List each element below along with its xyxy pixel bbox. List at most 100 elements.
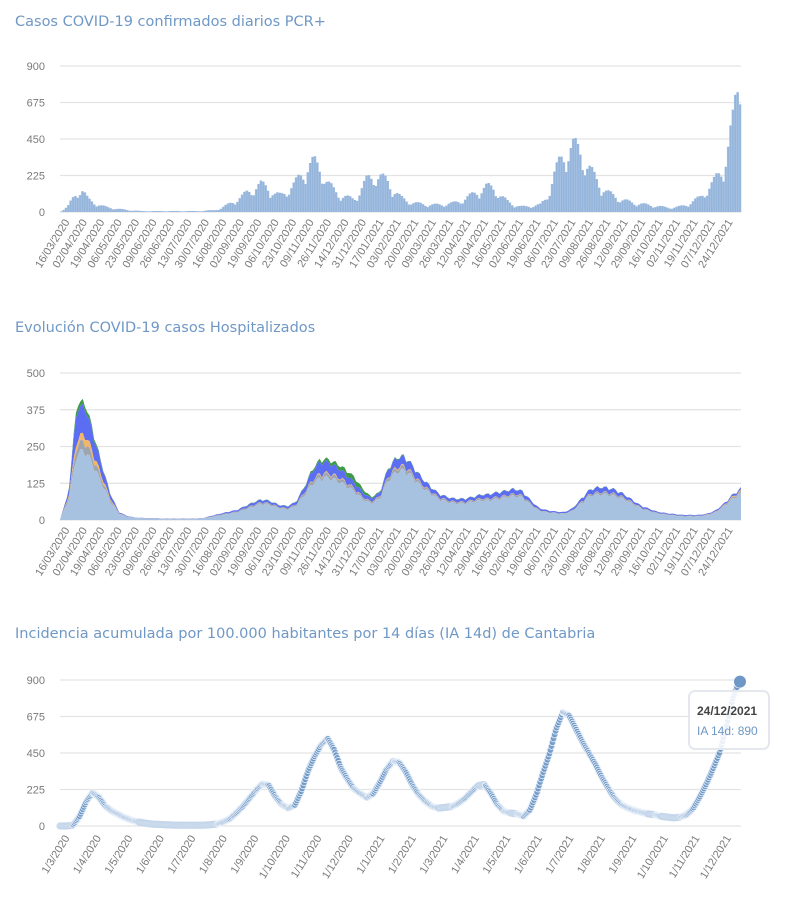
bar <box>431 204 434 212</box>
bar <box>473 192 476 212</box>
bar <box>456 202 460 212</box>
bar <box>701 195 704 212</box>
bar <box>257 183 260 212</box>
bar <box>654 207 657 212</box>
bar <box>334 192 338 212</box>
bar <box>132 210 136 212</box>
bar <box>344 195 347 212</box>
bar <box>463 199 467 212</box>
x-tick-label: 1/5/2020 <box>103 833 136 876</box>
bar <box>74 196 77 212</box>
bar <box>217 209 220 212</box>
bar <box>569 148 573 212</box>
bar <box>550 184 554 212</box>
bar <box>590 167 594 212</box>
bar <box>604 190 608 212</box>
bar <box>374 185 378 212</box>
bar <box>513 207 516 212</box>
x-tick-label: 1/1/2021 <box>355 833 388 876</box>
bar <box>412 203 415 212</box>
bar <box>203 210 206 212</box>
y-tick-label: 450 <box>27 748 45 760</box>
x-tick-label: 1/5/2021 <box>481 833 514 876</box>
bar <box>341 197 345 212</box>
bar <box>658 205 662 212</box>
bar <box>219 208 223 212</box>
bar <box>163 211 166 212</box>
bar <box>358 195 361 212</box>
bar <box>506 199 509 212</box>
bar <box>698 196 702 212</box>
bar <box>327 181 331 212</box>
bar <box>717 173 721 212</box>
bar <box>121 209 124 212</box>
bar <box>323 183 326 212</box>
bar <box>308 162 312 212</box>
bar <box>271 195 274 212</box>
highlighted-point[interactable] <box>734 675 746 688</box>
bar <box>243 191 246 212</box>
y-tick-label: 450 <box>27 134 45 146</box>
bar <box>503 197 507 212</box>
bar <box>247 191 251 212</box>
bar <box>130 210 134 212</box>
x-tick-label: 1/10/2021 <box>635 833 671 881</box>
bar <box>477 198 481 212</box>
bar <box>226 203 230 212</box>
bar <box>111 209 115 212</box>
y-tick-label: 375 <box>27 405 45 417</box>
bar <box>414 202 418 212</box>
bar <box>233 204 237 212</box>
bar <box>83 192 87 212</box>
bar <box>191 210 195 212</box>
x-tick-label: 1/8/2021 <box>575 833 608 876</box>
bar <box>266 190 270 212</box>
bar <box>311 156 314 212</box>
bar <box>172 210 176 212</box>
bar <box>536 204 540 212</box>
bar <box>647 204 650 212</box>
bar <box>229 202 232 212</box>
bar <box>409 204 413 212</box>
bar <box>682 205 685 212</box>
bar <box>62 209 65 212</box>
bar <box>393 194 397 212</box>
bar <box>501 196 505 212</box>
bar <box>560 156 563 212</box>
bar <box>325 181 329 212</box>
bar <box>679 205 683 212</box>
bar <box>656 206 660 212</box>
x-tick-label: 1/7/2020 <box>166 833 199 876</box>
bar <box>442 206 446 212</box>
bar <box>548 195 552 212</box>
bar <box>142 211 145 212</box>
bar <box>252 195 256 212</box>
bar <box>287 194 291 212</box>
bar <box>616 201 620 212</box>
bar <box>607 190 610 212</box>
bar <box>90 201 94 212</box>
bar <box>78 195 82 212</box>
bar <box>149 211 152 212</box>
x-tick-label: 1/3/2021 <box>418 833 451 876</box>
bar-series <box>60 92 742 212</box>
bar <box>534 205 537 212</box>
bar <box>109 208 112 212</box>
bar <box>337 197 340 212</box>
tooltip-date: 24/12/2021 <box>697 704 758 718</box>
bar <box>365 175 368 212</box>
bar <box>614 197 617 212</box>
y-tick-label: 125 <box>27 478 45 490</box>
bar <box>278 192 282 212</box>
bar <box>600 195 603 212</box>
bar <box>696 196 700 212</box>
bar <box>165 211 169 212</box>
bar <box>85 195 89 212</box>
bar <box>623 199 627 212</box>
bar <box>651 207 655 212</box>
bar <box>635 206 638 212</box>
bar <box>184 211 188 212</box>
chart-title-pcr: Casos COVID-19 confirmados diarios PCR+ <box>15 14 326 30</box>
y-tick-label: 900 <box>27 61 45 73</box>
bar <box>649 205 653 212</box>
